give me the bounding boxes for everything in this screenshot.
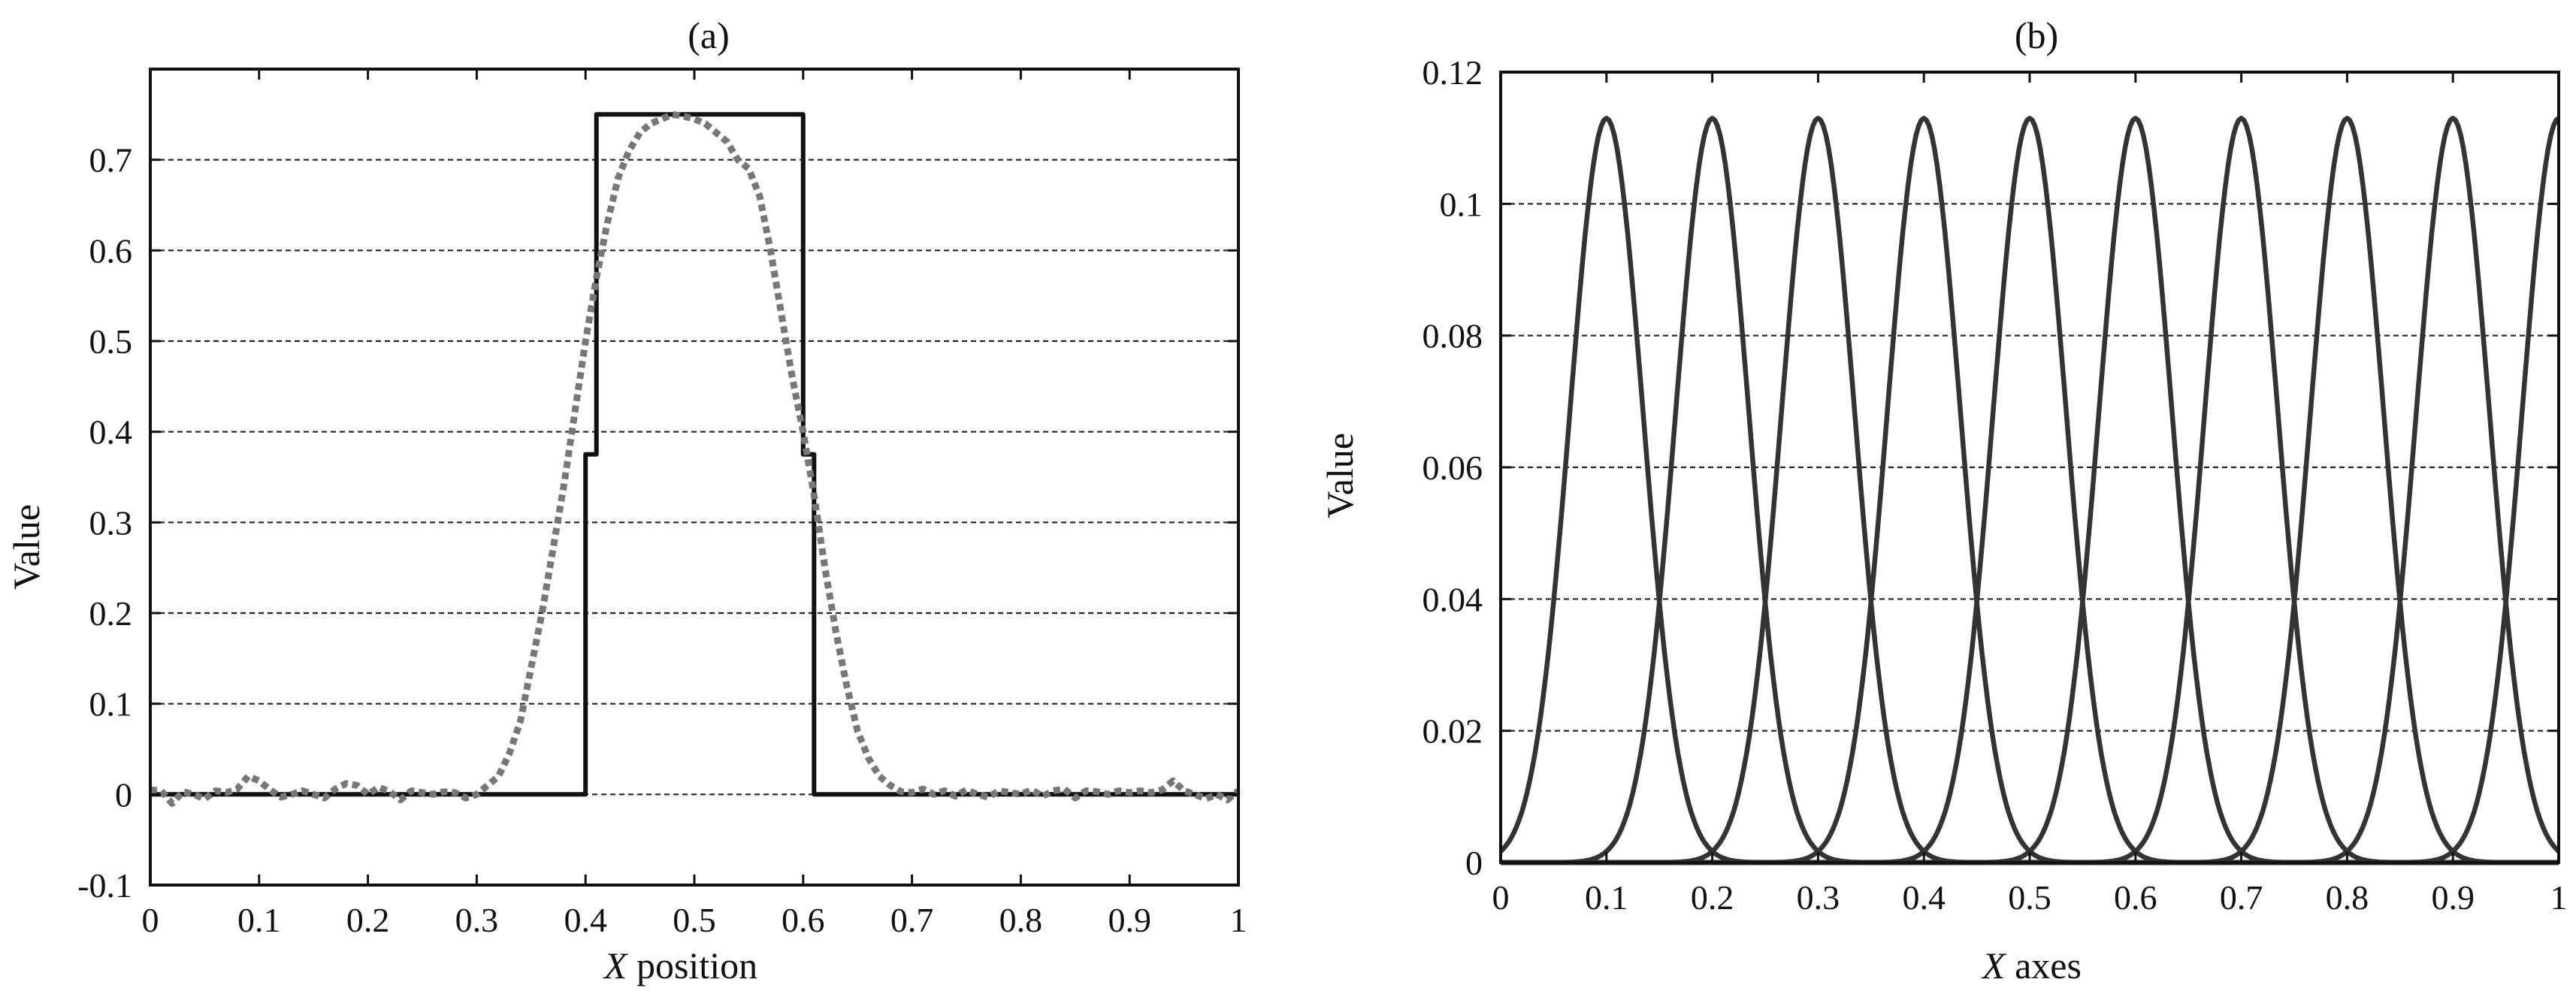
panel-a-x-tick-label: 0.8 — [999, 901, 1043, 939]
panel-b-y-tick-labels: 0 0.02 0.04 0.06 0.08 0.1 0.12 — [1423, 53, 1483, 882]
panel-b-y-tick-label: 0 — [1465, 844, 1483, 882]
panel-b-series-line — [1501, 116, 2561, 866]
panel-a-x-tick-label: 0.2 — [346, 901, 390, 939]
panel-b-x-tick-label: 0.4 — [1902, 878, 1946, 917]
panel-a-x-tick-label: 0 — [142, 901, 159, 939]
panel-b-series-line — [1501, 116, 2559, 866]
panel-b-x-tick-label: 0.1 — [1585, 878, 1628, 917]
panel-b-x-tick-label: 0.2 — [1691, 878, 1734, 917]
panel-b-title: (b) — [2015, 14, 2058, 56]
panel-b-x-tick-label: 0.9 — [2431, 878, 2475, 917]
panel-b-x-axis-text: axes — [2006, 944, 2082, 986]
panel-b-y-tick-label: 0.08 — [1423, 317, 1483, 355]
panel-a-x-tick-label: 0.9 — [1108, 901, 1151, 939]
panel-b-series-line — [1501, 116, 2559, 866]
panel-b-series-line — [1501, 116, 2559, 866]
panel-a-y-tick-label: 0.5 — [89, 322, 133, 361]
panel-b-series-line — [1501, 116, 2559, 866]
panel-a-x-tick-label: 0.4 — [564, 901, 607, 939]
panel-b-gridlines — [1501, 203, 2559, 732]
panel-a-x-tick-labels: 0 0.1 0.2 0.3 0.4 0.5 0.6 0.7 0.8 0.9 1 — [142, 901, 1247, 939]
panel-a-y-tick-label: 0.1 — [89, 685, 133, 724]
panel-a-x-tick-label: 0.3 — [455, 901, 499, 939]
panel-b-x-tick-labels: 0 0.1 0.2 0.3 0.4 0.5 0.6 0.7 0.8 0.9 1 — [1492, 878, 2568, 917]
panel-a-y-tick-label: 0.2 — [89, 594, 133, 633]
panel-a-x-axis-title: X position — [603, 944, 757, 986]
panel-b-series-line — [1501, 116, 2559, 866]
panel-a-x-tick-label: 0.6 — [782, 901, 825, 939]
panel-a-ticks — [149, 69, 1240, 887]
panel-a-x-tick-label: 0.1 — [237, 901, 281, 939]
panel-b-y-tick-label: 0.04 — [1423, 580, 1483, 618]
panel-a-y-tick-label: -0.1 — [77, 866, 132, 905]
panel-b-series-line — [1501, 116, 2559, 866]
panel-b-x-tick-label: 0.3 — [1797, 878, 1840, 917]
panel-b-x-axis-variable: X — [1981, 944, 2007, 986]
panel-a-title: (a) — [688, 14, 730, 56]
panel-b-series-line — [1498, 116, 2559, 866]
panel-a-x-tick-label: 0.5 — [673, 901, 716, 939]
panel-a-gridlines — [150, 159, 1238, 796]
panel-a-x-axis-variable: X — [603, 944, 629, 986]
panel-a-y-tick-label: 0 — [115, 775, 132, 814]
panel-b-x-tick-label: 0.6 — [2114, 878, 2157, 917]
panel-a-y-tick-labels: -0.1 0 0.1 0.2 0.3 0.4 0.5 0.6 0.7 — [77, 141, 132, 905]
panel-a-y-tick-label: 0.7 — [89, 141, 133, 180]
panel-a-x-axis-text: position — [627, 944, 757, 986]
panel-b-x-axis-title: X axes — [1981, 944, 2082, 986]
panel-b-series-line — [1501, 116, 2560, 866]
panel-a-y-tick-label: 0.3 — [89, 503, 133, 542]
panel-a-y-axis-title: Value — [5, 504, 47, 590]
panel-b-y-tick-label: 0.1 — [1440, 185, 1483, 223]
panel-a-y-tick-label: 0.4 — [89, 413, 133, 452]
panel-a-series-line — [150, 112, 1238, 797]
panel-b-x-tick-label: 1 — [2550, 878, 2568, 917]
panel-b-y-tick-label: 0.06 — [1423, 449, 1483, 487]
panel-b-frame — [1499, 71, 2560, 864]
panel-b-y-tick-label: 0.02 — [1423, 712, 1483, 751]
panel-b-x-tick-label: 0.5 — [2008, 878, 2051, 917]
panel-a-x-tick-label: 1 — [1230, 901, 1247, 939]
panel-b-y-axis-title: Value — [1319, 433, 1361, 518]
panel-b-series-line — [1501, 116, 2559, 866]
panel-b: (b) 00.020.040.060.080.10.12 0 0.1 0.2 0.3 0… — [1319, 14, 2568, 986]
panel-b-x-tick-label: 0.7 — [2220, 878, 2263, 917]
panel-b-ticks — [1499, 71, 2560, 864]
panel-a: (a) -0.1 0 0.1 0.2 0.3 0.4 0.5 0.6 0.7 0 0.1 0.2 0.… — [5, 14, 1247, 986]
panel-a-x-tick-label: 0.7 — [890, 901, 934, 939]
panel-a-series-line — [150, 110, 1241, 807]
panel-a-series — [150, 110, 1241, 807]
panel-b-y-tick-label: 0.12 — [1423, 53, 1483, 92]
panel-b-x-tick-label: 0 — [1492, 878, 1510, 917]
panel-b-x-tick-label: 0.8 — [2326, 878, 2369, 917]
panel-a-y-tick-label: 0.6 — [89, 231, 133, 270]
panel-b-series — [1498, 116, 2561, 866]
panel-a-frame — [149, 68, 1240, 887]
